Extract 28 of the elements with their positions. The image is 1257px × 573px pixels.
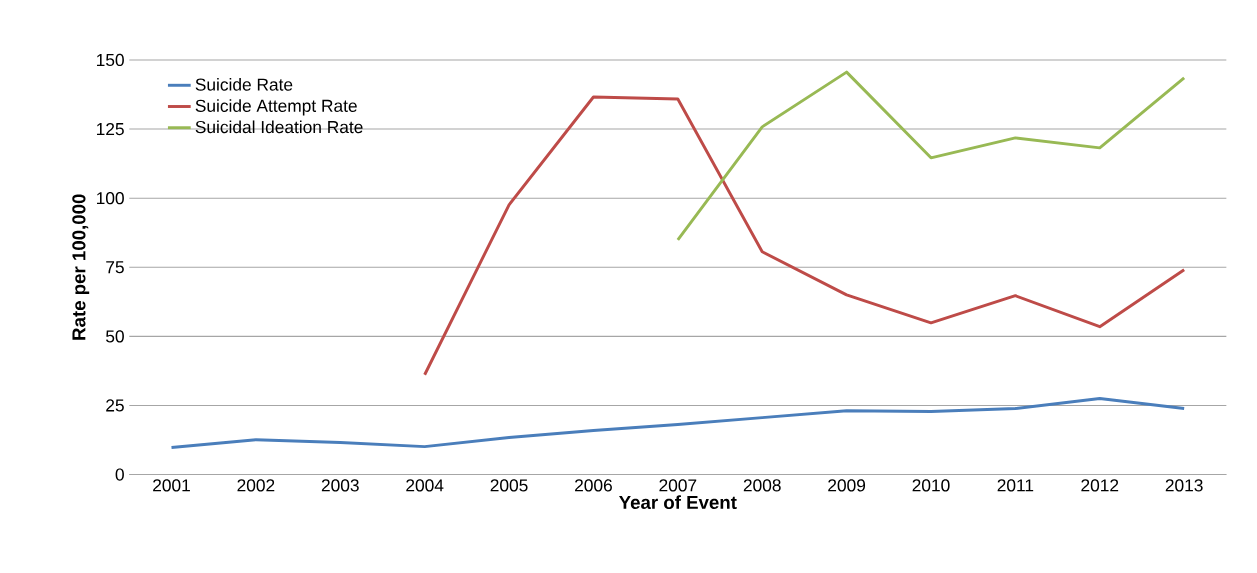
- x-tick-label: 2011: [997, 479, 1034, 492]
- line-series: [170, 396, 1186, 449]
- y-tick-label: 75: [106, 261, 124, 274]
- x-tick-label: 2013: [1165, 479, 1203, 492]
- y-tick-label: 0: [115, 468, 124, 481]
- x-axis-title: Year of Event: [619, 495, 737, 509]
- y-axis-title: Rate per 100,000: [72, 194, 90, 340]
- x-tick-label: 2007: [659, 479, 697, 492]
- y-tick-label: 25: [106, 399, 124, 412]
- x-tick-label: 2002: [237, 479, 275, 492]
- x-tick-label: 2012: [1081, 479, 1119, 492]
- line-series: [676, 70, 1186, 242]
- x-tick-label: 2006: [575, 479, 612, 492]
- legend-label: Suicide Attempt Rate: [195, 99, 357, 116]
- x-tick-label: 2008: [743, 479, 781, 492]
- legend-label: Suicidal Ideation Rate: [195, 120, 363, 134]
- legend-label: Suicide Rate: [195, 77, 293, 91]
- y-tick-label: 100: [97, 191, 124, 205]
- y-tick-label: 125: [97, 122, 124, 136]
- y-tick-label: 150: [97, 53, 124, 67]
- x-tick-label: 2010: [912, 479, 950, 492]
- x-tick-label: 2005: [490, 479, 528, 492]
- line-series: [423, 95, 1186, 377]
- x-tick-label: 2004: [406, 479, 444, 492]
- x-tick-label: 2003: [321, 479, 359, 492]
- y-tick-label: 50: [106, 330, 124, 343]
- x-tick-label: 2009: [828, 479, 866, 492]
- x-tick-label: 2001: [153, 479, 190, 492]
